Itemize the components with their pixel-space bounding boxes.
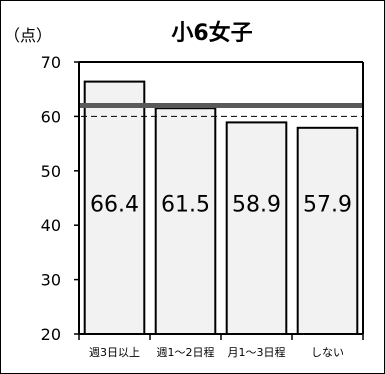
x-tick-label-1: 週3日以上: [89, 346, 140, 359]
chart-title: 小6女子: [171, 20, 252, 46]
axis-layer: [74, 61, 364, 340]
y-axis-unit-label: （点）: [4, 26, 52, 45]
y-tick-label-20: 20: [41, 325, 61, 344]
y-tick-label-70: 70: [41, 53, 61, 72]
bar-1: [83, 80, 146, 335]
y-tick-label-40: 40: [41, 216, 61, 235]
data-label-3: 58.9: [232, 192, 281, 217]
bar-3: [225, 121, 288, 336]
x-tick-label-3: 月1〜3日程: [228, 346, 286, 359]
bars-layer: [83, 80, 359, 336]
y-ticks-layer: 20 30 40 50 60 70: [41, 53, 61, 344]
bar-4: [296, 126, 359, 335]
data-label-2: 61.5: [161, 192, 210, 217]
y-tick-label-30: 30: [41, 271, 61, 290]
bar-2: [154, 107, 217, 335]
data-label-4: 57.9: [303, 192, 352, 217]
x-ticks-layer: 週3日以上 週1〜2日程 月1〜3日程 しない: [89, 346, 344, 359]
y-tick-label-60: 60: [41, 107, 61, 126]
data-label-1: 66.4: [90, 192, 139, 217]
data-labels-layer: 66.4 61.5 58.9 57.9: [90, 192, 352, 217]
x-tick-label-2: 週1〜2日程: [157, 346, 215, 359]
reference-lines-layer: [79, 103, 363, 117]
x-tick-label-4: しない: [311, 346, 344, 359]
y-tick-label-50: 50: [41, 162, 61, 181]
